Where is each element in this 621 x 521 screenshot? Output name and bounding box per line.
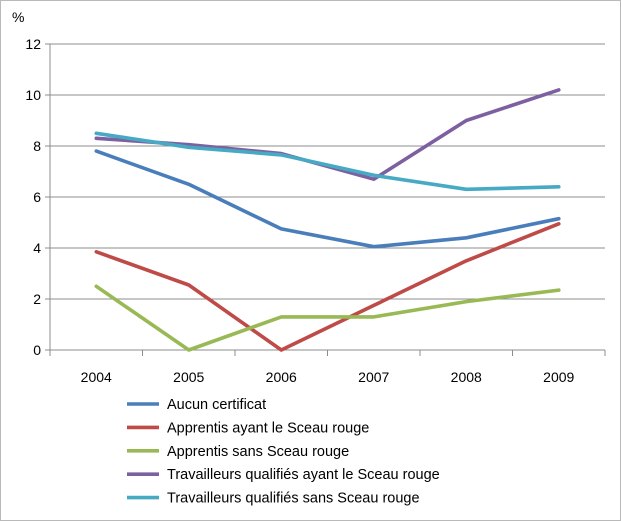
legend-label: Aucun certificat <box>167 397 266 413</box>
series-line-5 <box>94 131 561 192</box>
legend: Aucun certificat Apprentis ayant le Sceau… <box>127 397 440 507</box>
axes: % 0 2 4 6 8 10 12 2004 2005 2006 2007 2008 2009 <box>12 9 606 385</box>
series-lines <box>94 88 561 352</box>
y-tick-label: 6 <box>33 189 41 205</box>
y-tick-label: 10 <box>25 87 41 103</box>
legend-label: Apprentis sans Sceau rouge <box>167 444 349 460</box>
y-tick-label: 12 <box>25 36 41 52</box>
legend-label: Travailleurs qualifiés sans Sceau rouge <box>167 491 420 507</box>
y-axis-label: % <box>12 9 24 25</box>
y-tick-label: 8 <box>33 138 41 154</box>
x-tick-label: 2005 <box>173 369 204 385</box>
gridlines <box>50 43 605 300</box>
y-tick-label: 4 <box>33 240 41 256</box>
x-tick-label: 2007 <box>358 369 389 385</box>
series-line-2 <box>94 222 561 352</box>
series-line-3 <box>94 284 561 352</box>
legend-label: Apprentis ayant le Sceau rouge <box>167 420 369 436</box>
series-line-1 <box>94 149 561 249</box>
legend-label: Travailleurs qualifiés ayant le Sceau ro… <box>167 467 440 483</box>
y-tick-label: 2 <box>33 291 41 307</box>
x-tick-label: 2008 <box>451 369 482 385</box>
x-tick-label: 2009 <box>543 369 574 385</box>
y-tick-label: 0 <box>33 342 41 358</box>
x-tick-label: 2006 <box>266 369 297 385</box>
x-tick-label: 2004 <box>81 369 112 385</box>
